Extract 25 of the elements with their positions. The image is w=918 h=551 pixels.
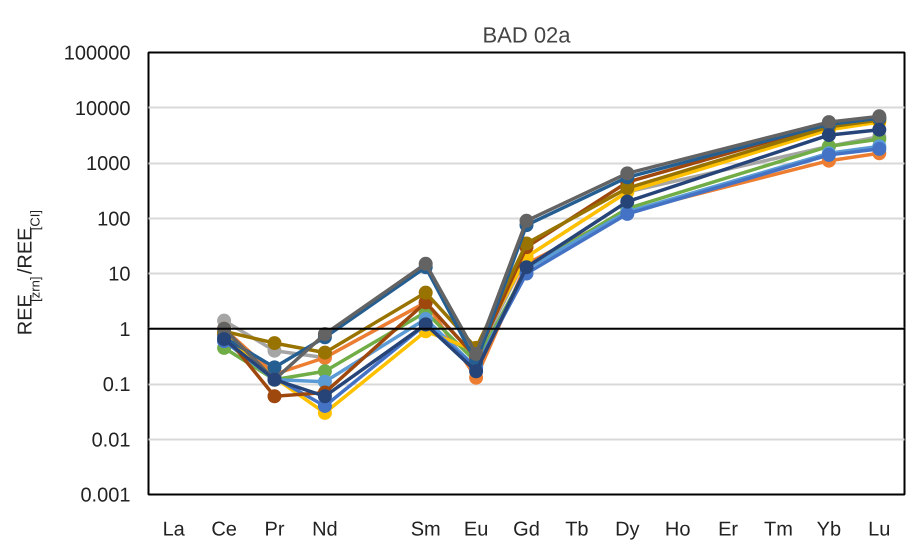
x-tick-label: La: [162, 518, 186, 540]
x-tick-label: Ce: [211, 518, 237, 540]
x-tick-label: Eu: [464, 518, 488, 540]
y-tick-label: 0.001: [80, 484, 131, 506]
x-tick-label: Sm: [410, 518, 441, 540]
x-tick-label: Dy: [615, 518, 640, 540]
y-tick-label: 10: [108, 264, 131, 286]
chart-title: BAD 02a: [482, 22, 572, 48]
y-tick-label: 0.01: [92, 429, 131, 452]
y-tick-label: 0.1: [102, 374, 131, 396]
y-tick-label: 100000: [64, 42, 131, 64]
y-axis-title: REE[zrn]/REE[CI]: [14, 210, 42, 336]
x-tick-label: Nd: [312, 518, 338, 540]
y-tick-label: 100: [97, 208, 131, 230]
x-tick-label: Lu: [868, 518, 890, 540]
x-tick-label: Tm: [764, 518, 793, 540]
x-tick-label: Tb: [565, 518, 589, 540]
x-tick-label: Ho: [664, 518, 690, 540]
y-tick-label: 1000: [86, 153, 131, 175]
x-tick-label: Gd: [513, 518, 540, 540]
x-tick-label: Yb: [816, 518, 842, 540]
y-tick-label: 10000: [74, 98, 131, 120]
y-tick-label: 1: [119, 318, 130, 341]
x-tick-label: Er: [718, 518, 738, 540]
x-tick-label: Pr: [264, 518, 285, 540]
